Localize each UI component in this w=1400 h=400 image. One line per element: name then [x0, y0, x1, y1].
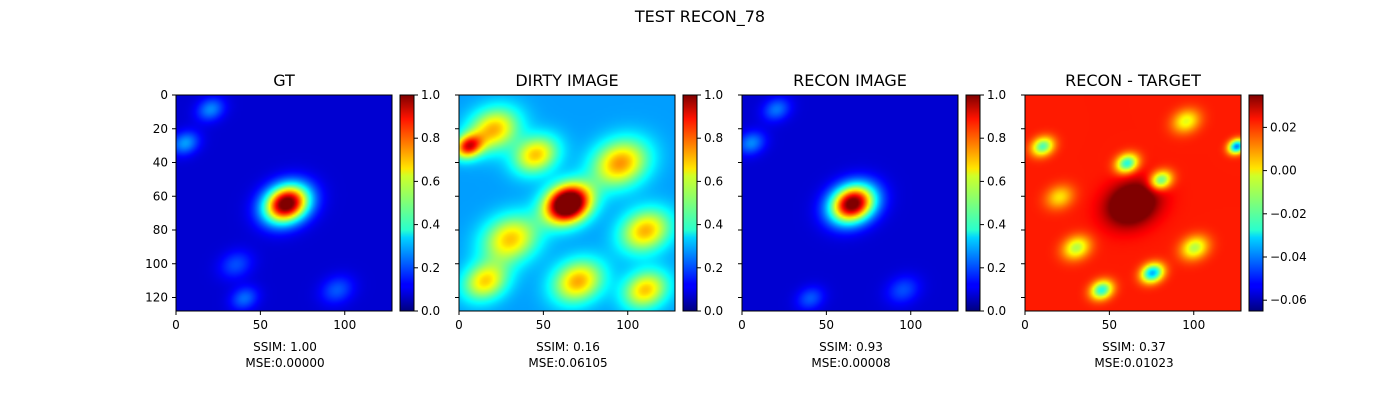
colorbar-tick-label: 0.6: [421, 174, 440, 188]
metrics-caption: MSE:0.06105: [528, 356, 607, 370]
x-tick-label: 100: [899, 318, 922, 332]
colorbar-tick-label: 0.2: [704, 261, 723, 275]
y-tick-label: 100: [145, 257, 168, 271]
axes-frame: [1024, 94, 1242, 312]
colorbar-tick-label: 1.0: [987, 88, 1006, 102]
x-tick-label: 0: [172, 318, 180, 332]
panel-title: DIRTY IMAGE: [515, 71, 618, 90]
colorbar: [399, 94, 415, 312]
colorbar-tick-label: 0.4: [704, 218, 723, 232]
x-tick-label: 50: [1102, 318, 1117, 332]
colorbar-tick-label: 0.02: [1270, 120, 1297, 134]
colorbar-tick-label: 0.6: [704, 174, 723, 188]
heatmap-image: [176, 95, 392, 311]
panel-3: RECON IMAGE 0 50 100 0.0 0.2 0.4 0.6 0.8 1.0 SSIM:…: [738, 71, 1006, 370]
metrics-caption: MSE:0.00008: [811, 356, 890, 370]
x-tick-label: 100: [616, 318, 639, 332]
colorbar-tick-label: −0.02: [1270, 207, 1307, 221]
panel-2: DIRTY IMAGE 0 50 100 0.0 0.2 0.4 0.6 0.8 1.0 SSIM:…: [455, 71, 723, 370]
colorbar: [1248, 94, 1264, 312]
heatmap-image: [459, 95, 675, 311]
colorbar-tick-label: −0.04: [1270, 250, 1307, 264]
axes-frame: [458, 94, 676, 312]
colorbar: [682, 94, 698, 312]
metrics-caption: MSE:0.01023: [1094, 356, 1173, 370]
x-tick-label: 50: [819, 318, 834, 332]
colorbar-tick-label: 0.4: [987, 218, 1006, 232]
axes-frame: [175, 94, 393, 312]
y-tick-label: 40: [153, 156, 168, 170]
y-tick-label: 120: [145, 291, 168, 305]
x-tick-label: 100: [1182, 318, 1205, 332]
x-tick-label: 50: [253, 318, 268, 332]
colorbar-tick-label: 1.0: [421, 88, 440, 102]
y-tick-label: 0: [160, 88, 168, 102]
axes-frame: [741, 94, 959, 312]
metrics-caption: SSIM: 0.93: [819, 340, 883, 354]
x-tick-label: 0: [455, 318, 463, 332]
panel-title: RECON IMAGE: [793, 71, 907, 90]
metrics-caption: SSIM: 0.16: [536, 340, 600, 354]
colorbar-tick-label: 0.2: [987, 261, 1006, 275]
x-tick-label: 50: [536, 318, 551, 332]
heatmap-image: [1025, 95, 1241, 311]
heatmap-image: [742, 95, 958, 311]
metrics-caption: SSIM: 0.37: [1102, 340, 1166, 354]
colorbar-tick-label: 0.00: [1270, 164, 1297, 178]
y-tick-label: 80: [153, 223, 168, 237]
colorbar-tick-label: 0.8: [421, 131, 440, 145]
colorbar-tick-label: 0.4: [421, 218, 440, 232]
metrics-caption: MSE:0.00000: [245, 356, 324, 370]
colorbar-tick-label: 0.0: [704, 304, 723, 318]
colorbar-tick-label: −0.06: [1270, 293, 1307, 307]
colorbar-tick-label: 0.2: [421, 261, 440, 275]
y-tick-label: 60: [153, 189, 168, 203]
colorbar-tick-label: 1.0: [704, 88, 723, 102]
metrics-caption: SSIM: 1.00: [253, 340, 317, 354]
colorbar-tick-label: 0.0: [987, 304, 1006, 318]
colorbar: [965, 94, 981, 312]
panel-title: GT: [273, 71, 295, 90]
panel-1: GT 0 50 100 0 20 40 60 80 100 120 0.0 0.2 0.4 0.6 0.8 1.…: [145, 71, 440, 370]
panel-title: RECON - TARGET: [1065, 71, 1201, 90]
x-tick-label: 0: [1021, 318, 1029, 332]
colorbar-tick-label: 0.8: [987, 131, 1006, 145]
x-tick-label: 100: [333, 318, 356, 332]
panels: GT 0 50 100 0 20 40 60 80 100 120 0.0 0.2 0.4 0.6 0.8 1.…: [145, 71, 1307, 370]
colorbar-tick-label: 0.0: [421, 304, 440, 318]
colorbar-tick-label: 0.8: [704, 131, 723, 145]
y-tick-label: 20: [153, 122, 168, 136]
panel-4: RECON - TARGET 0 50 100 0.02 0.00 −0.02 −0.04 −0…: [1021, 71, 1307, 370]
colorbar-tick-label: 0.6: [987, 174, 1006, 188]
suptitle: TEST RECON_78: [634, 7, 765, 27]
x-tick-label: 0: [738, 318, 746, 332]
